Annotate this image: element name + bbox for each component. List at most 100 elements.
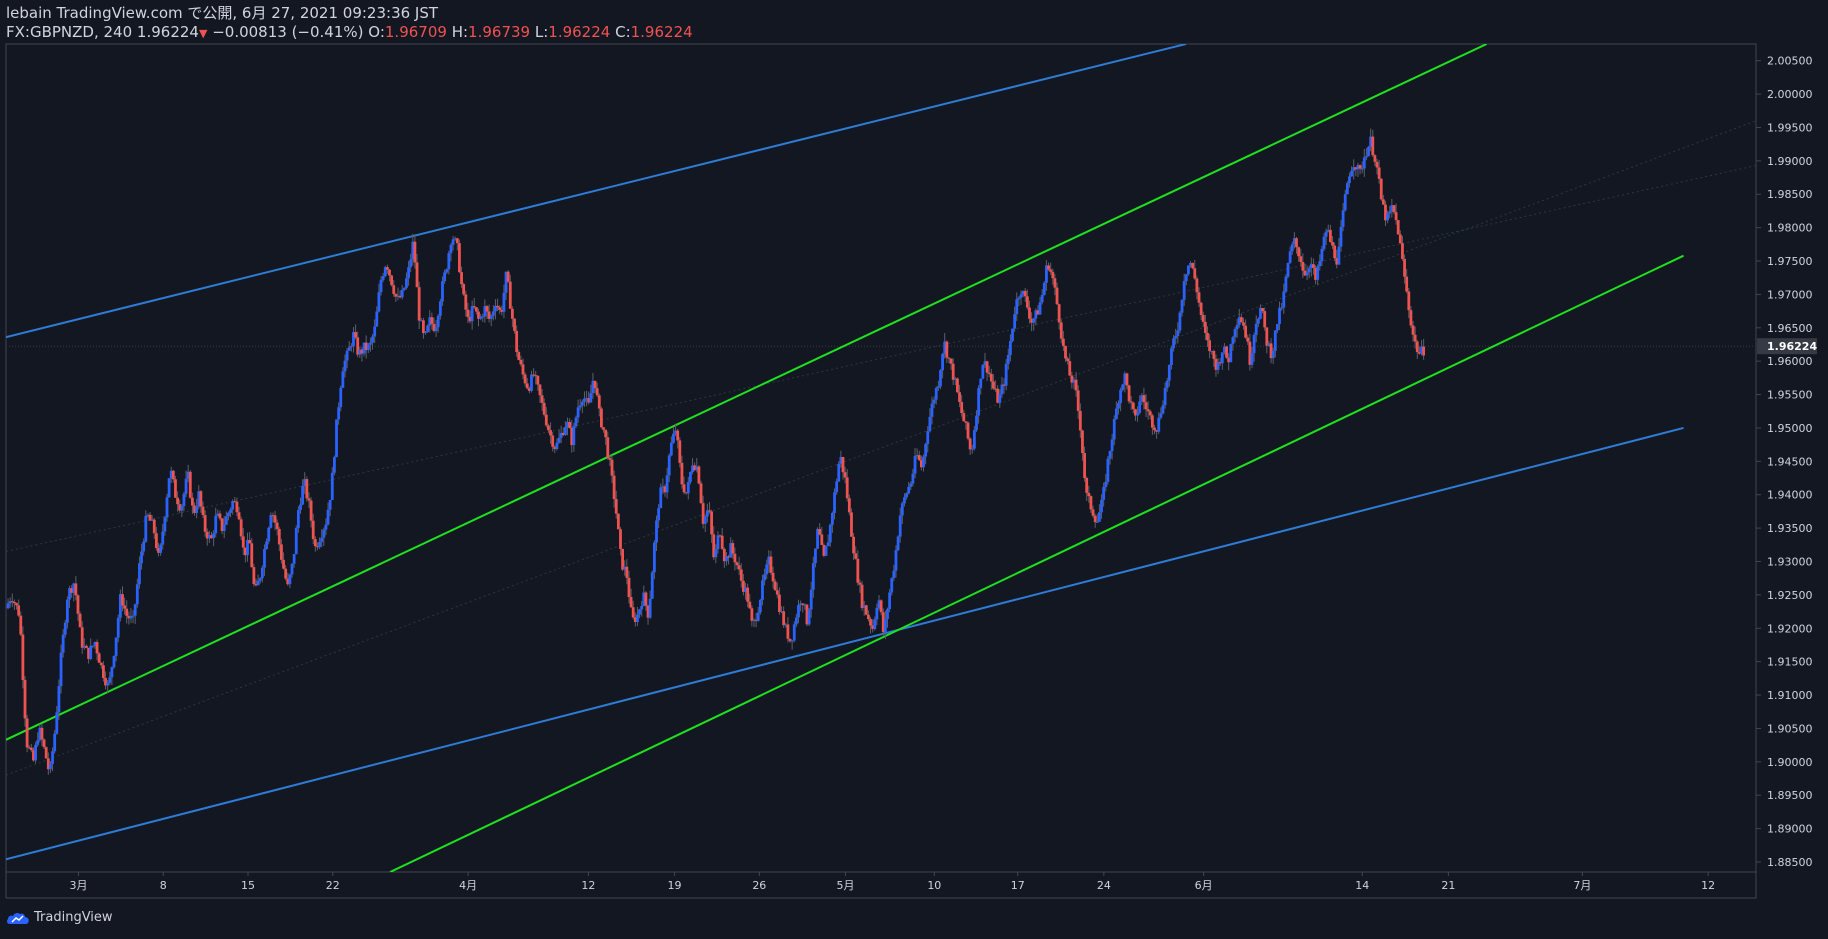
candle-body [216, 513, 220, 516]
candle-body [1381, 199, 1385, 205]
candle-body [243, 547, 247, 556]
candle-body [112, 655, 116, 668]
candle-body [1307, 268, 1311, 273]
candle-body [667, 455, 671, 476]
candle-body [1170, 348, 1173, 365]
candle-body [695, 466, 699, 470]
trendline-green[interactable] [389, 254, 1684, 872]
footer-brand[interactable]: TradingView [6, 910, 113, 925]
candle-body [977, 388, 981, 416]
candle-body [280, 544, 283, 560]
candle-body [1176, 330, 1180, 336]
candle-body [1184, 274, 1188, 282]
candle-body [1085, 477, 1089, 493]
candle-body [1047, 265, 1050, 270]
candle-body [943, 341, 947, 354]
candle-body [905, 493, 908, 498]
candle-body [1163, 387, 1167, 406]
candle-body [727, 556, 730, 558]
candle-body [165, 497, 169, 518]
candle-body [313, 539, 317, 547]
candle-body [1220, 352, 1224, 364]
candle-body [233, 501, 237, 503]
last-price-badge-label: 1.96224 [1767, 340, 1817, 353]
x-tick-label: 17 [1011, 879, 1025, 892]
candle-body [146, 514, 150, 516]
candle-body [714, 549, 718, 558]
candle-body [1328, 229, 1332, 242]
candle-body [176, 497, 179, 505]
y-tick-label: 1.92000 [1767, 622, 1813, 635]
candle-body [398, 295, 402, 298]
candle-body [763, 574, 766, 581]
candle-body [1189, 263, 1192, 266]
y-tick-label: 1.97500 [1767, 255, 1813, 268]
candle-body [106, 682, 110, 686]
candle-body [563, 427, 567, 435]
candle-body [1104, 481, 1108, 488]
candle-body [1148, 411, 1152, 416]
candle-body [1237, 317, 1241, 325]
candle-body [479, 316, 483, 319]
candle-body [515, 330, 519, 353]
candle-body [377, 292, 381, 312]
candle-body [220, 518, 224, 532]
candle-body [951, 363, 955, 380]
candle-body [985, 361, 989, 373]
candle-body [1019, 294, 1023, 298]
y-tick-label: 1.96000 [1767, 355, 1813, 368]
candle-body [407, 267, 410, 279]
x-tick-label: 26 [752, 879, 766, 892]
candle-body [494, 305, 497, 312]
candle-body [1420, 346, 1423, 354]
candle-body [1377, 167, 1381, 179]
candle-body [362, 342, 366, 354]
candle-body [549, 430, 552, 436]
symbol-label[interactable]: FX:GBPNZD, 240 [6, 23, 133, 41]
candle-body [968, 438, 972, 450]
candle-body [1403, 258, 1406, 277]
candle-body [1089, 496, 1093, 510]
candle-body [1013, 314, 1017, 329]
candle-body [1324, 231, 1328, 237]
candle-body [252, 567, 256, 584]
candle-body [462, 284, 466, 295]
candle-body [773, 581, 777, 591]
candle-body [538, 384, 542, 396]
candle-body [1034, 310, 1038, 319]
x-tick-label: 3月 [69, 879, 87, 892]
high-value: 1.96739 [468, 23, 531, 41]
candle-body [869, 619, 872, 626]
candle-body [10, 601, 14, 603]
candle-body [72, 583, 76, 593]
candle-body [907, 486, 911, 494]
candle-body [237, 512, 241, 520]
trendline-green[interactable] [6, 44, 1488, 741]
candle-body [638, 609, 641, 615]
candle-body [917, 455, 921, 461]
candle-body [25, 718, 29, 748]
candle-body [44, 747, 48, 759]
candle-body [23, 679, 27, 719]
candle-body [1138, 401, 1142, 413]
x-tick-label: 24 [1097, 879, 1111, 892]
candle-body [1002, 384, 1006, 386]
candle-body [898, 515, 902, 537]
candle-body [17, 605, 21, 616]
candle-body [854, 553, 858, 559]
candle-body [148, 514, 152, 521]
candle-body [326, 509, 330, 525]
candle-body [131, 615, 135, 617]
trendline-blue[interactable] [6, 44, 1187, 339]
candle-body [1180, 299, 1184, 313]
candle-body [1250, 353, 1254, 365]
candle-body [1197, 292, 1201, 303]
candle-body [517, 352, 521, 360]
candle-body [426, 325, 430, 332]
candle-body [396, 295, 400, 297]
candle-body [207, 535, 211, 539]
trendline-blue[interactable] [6, 426, 1684, 861]
candle-body [205, 531, 209, 539]
